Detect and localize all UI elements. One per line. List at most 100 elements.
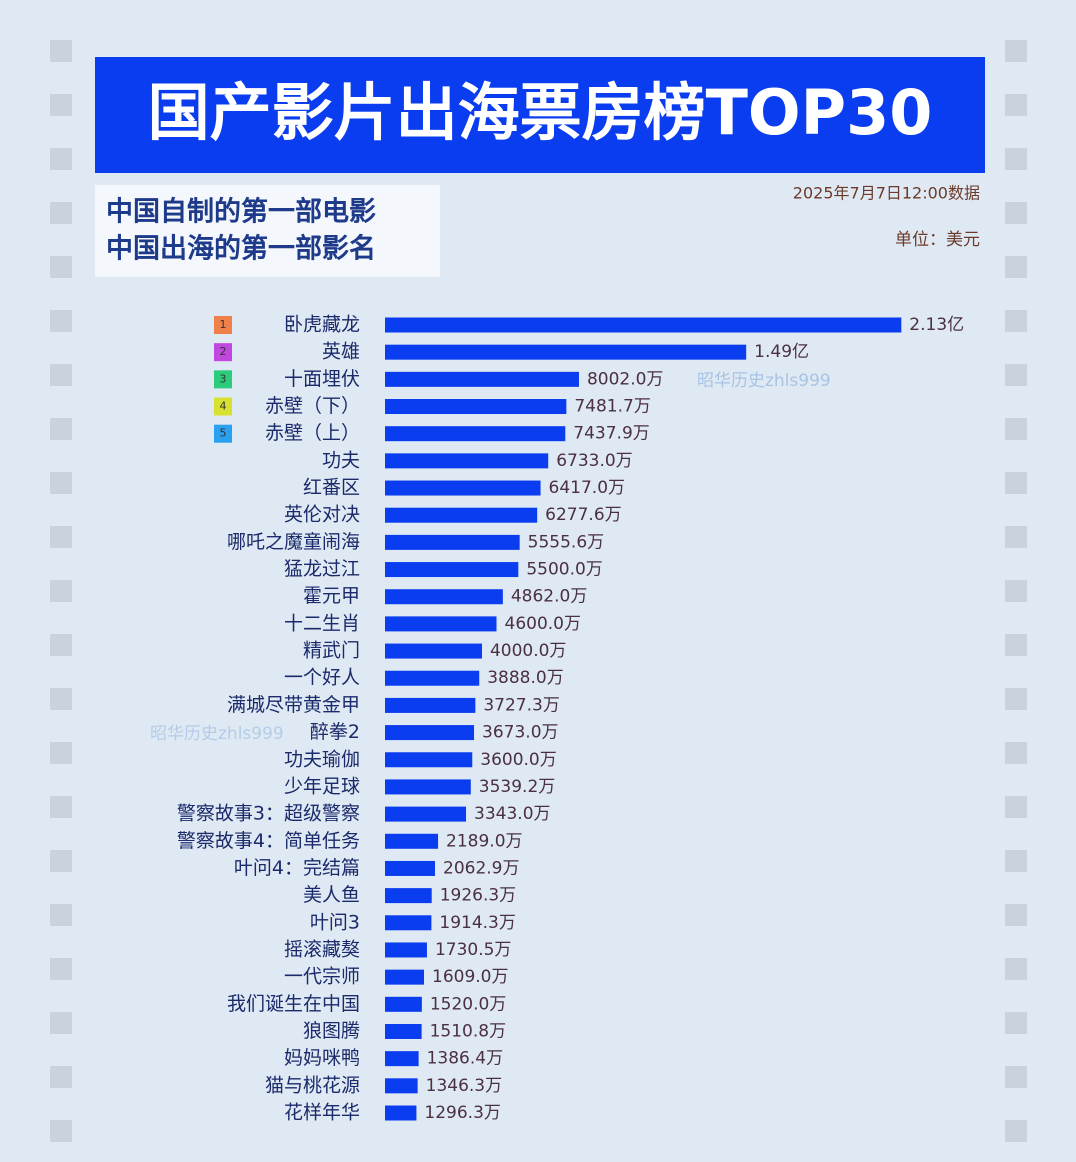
bar — [385, 317, 902, 333]
value-label: 4600.0万 — [505, 614, 581, 634]
value-label: 1914.3万 — [439, 913, 515, 933]
rank-label: 5 — [220, 427, 227, 440]
value-label: 2189.0万 — [446, 831, 522, 851]
bar — [385, 888, 432, 904]
film-hole — [50, 796, 72, 818]
bar — [385, 915, 432, 931]
value-label: 3673.0万 — [482, 723, 558, 743]
category-label: 摇滚藏獒 — [284, 938, 360, 960]
category-label: 我们诞生在中国 — [227, 993, 360, 1015]
film-hole — [1005, 1066, 1027, 1088]
subtitle: 中国自制的第一部电影 — [106, 196, 376, 228]
subtitle: 中国出海的第一部影名 — [106, 233, 376, 265]
bar — [385, 779, 471, 795]
bar — [385, 942, 427, 958]
bar — [385, 670, 480, 686]
watermark: 昭华历史zhls999 — [697, 371, 831, 391]
category-label: 霍元甲 — [303, 585, 360, 607]
film-hole — [1005, 256, 1027, 278]
category-label: 卧虎藏龙 — [284, 314, 360, 336]
film-hole — [1005, 850, 1027, 872]
film-hole — [50, 634, 72, 656]
value-label: 3539.2万 — [479, 777, 555, 797]
category-label: 英伦对决 — [284, 504, 360, 526]
category-label: 美人鱼 — [303, 884, 360, 906]
bar — [385, 453, 549, 469]
film-hole — [1005, 796, 1027, 818]
film-hole — [50, 148, 72, 170]
value-label: 1730.5万 — [435, 940, 511, 960]
category-label: 花样年华 — [284, 1102, 360, 1124]
watermark: 昭华历史zhls999 — [150, 724, 284, 744]
value-label: 3727.3万 — [483, 695, 559, 715]
category-label: 醉拳2 — [310, 721, 360, 743]
value-label: 1346.3万 — [426, 1076, 502, 1096]
value-label: 2.13亿 — [909, 315, 964, 335]
film-hole — [1005, 526, 1027, 548]
bar — [385, 616, 497, 632]
rank-badge — [214, 316, 232, 334]
film-hole — [50, 1120, 72, 1142]
film-hole — [50, 580, 72, 602]
value-label: 1926.3万 — [440, 886, 516, 906]
value-label: 4000.0万 — [490, 641, 566, 661]
subtitle-box — [95, 185, 440, 277]
film-hole — [50, 94, 72, 116]
category-label: 狼图腾 — [303, 1020, 360, 1042]
category-label: 警察故事4：简单任务 — [177, 830, 360, 852]
category-label: 赤壁（上） — [265, 422, 360, 444]
bar — [385, 589, 503, 605]
value-label: 1296.3万 — [424, 1103, 500, 1123]
bar — [385, 806, 467, 822]
film-hole — [50, 850, 72, 872]
date-note: 2025年7月7日12:00数据 — [793, 184, 980, 203]
value-label: 4862.0万 — [511, 587, 587, 607]
bar — [385, 996, 422, 1012]
category-label: 精武门 — [303, 640, 360, 662]
rank-label: 3 — [220, 372, 227, 385]
film-hole — [1005, 742, 1027, 764]
category-label: 红番区 — [303, 477, 360, 499]
value-label: 5555.6万 — [528, 532, 604, 552]
rank-label: 1 — [220, 318, 227, 331]
film-hole — [1005, 148, 1027, 170]
film-hole — [50, 688, 72, 710]
category-label: 猛龙过江 — [284, 558, 360, 580]
film-hole — [1005, 472, 1027, 494]
chart-title: 国产影片出海票房榜TOP30 — [148, 76, 933, 149]
rank-badge — [214, 397, 232, 416]
value-label: 8002.0万 — [587, 369, 663, 389]
film-hole — [1005, 94, 1027, 116]
bar — [385, 534, 520, 550]
film-hole — [1005, 580, 1027, 602]
value-label: 1520.0万 — [430, 994, 506, 1014]
film-hole — [50, 526, 72, 548]
category-label: 猫与桃花源 — [265, 1074, 360, 1096]
rank-badge — [214, 424, 232, 443]
rank-label: 2 — [220, 345, 227, 358]
film-hole — [50, 364, 72, 386]
film-hole — [50, 202, 72, 224]
bar — [385, 1023, 422, 1039]
bar — [385, 725, 475, 741]
film-hole — [50, 958, 72, 980]
bar — [385, 969, 425, 985]
rank-label: 4 — [220, 400, 227, 413]
film-hole — [50, 256, 72, 278]
value-label: 6277.6万 — [545, 505, 621, 525]
category-label: 叶问3 — [310, 911, 360, 933]
value-label: 6733.0万 — [556, 451, 632, 471]
value-label: 6417.0万 — [549, 478, 625, 498]
bar — [385, 480, 541, 496]
bar — [385, 833, 439, 849]
category-label: 满城尽带黄金甲 — [227, 694, 360, 716]
value-label: 3600.0万 — [480, 750, 556, 770]
bar — [385, 426, 566, 442]
bar — [385, 697, 476, 713]
value-label: 1386.4万 — [427, 1049, 503, 1069]
film-hole — [50, 742, 72, 764]
category-label: 十二生肖 — [284, 612, 360, 634]
category-label: 叶问4：完结篇 — [234, 857, 360, 879]
bar — [385, 371, 579, 387]
value-label: 1510.8万 — [430, 1021, 506, 1041]
